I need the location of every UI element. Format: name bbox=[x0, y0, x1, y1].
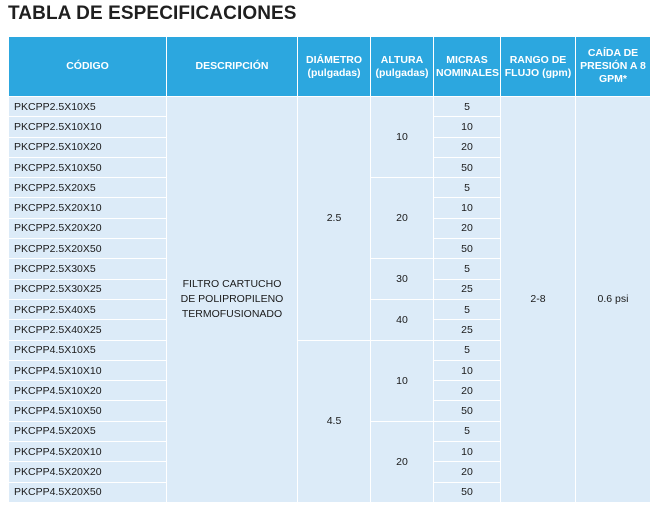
diameter-cell: 2.5 bbox=[297, 96, 371, 341]
description-cell: FILTRO CARTUCHO DE POLIPROPILENO TERMOFUSI… bbox=[166, 96, 298, 503]
micras-cell: 10 bbox=[433, 359, 501, 382]
table-row: PKCPP4.5X10X5 4.5 10 5 bbox=[8, 339, 651, 503]
micras-cell: 50 bbox=[433, 156, 501, 179]
height-cell: 10 bbox=[370, 95, 434, 179]
table-row: PKCPP2.5X30X5 30 5 bbox=[8, 258, 651, 300]
code-cell: PKCPP4.5X20X10 bbox=[8, 441, 167, 463]
micras-cell: 50 bbox=[433, 238, 501, 260]
micras-cell: 5 bbox=[433, 298, 501, 321]
pressure-drop-cell: 0.6 psi bbox=[575, 96, 651, 503]
micras-cell: 20 bbox=[433, 461, 501, 483]
table-row: PKCPP2.5X40X5 40 5 bbox=[8, 298, 651, 341]
micras-cell: 10 bbox=[433, 116, 501, 138]
diameter-cell: 4.5 bbox=[297, 339, 371, 503]
micras-cell: 5 bbox=[433, 95, 501, 118]
code-cell: PKCPP2.5X40X25 bbox=[8, 319, 167, 341]
code-cell: PKCPP4.5X20X50 bbox=[8, 481, 167, 503]
code-cell: PKCPP2.5X10X20 bbox=[8, 136, 167, 158]
code-cell: PKCPP4.5X10X50 bbox=[8, 400, 167, 422]
table-row: PKCPP2.5X10X5 FILTRO CARTUCHO DE POLIPROP… bbox=[8, 95, 651, 503]
micras-cell: 25 bbox=[433, 278, 501, 300]
code-cell: PKCPP2.5X10X10 bbox=[8, 116, 167, 138]
height-cell: 20 bbox=[370, 420, 434, 503]
header-codigo: CÓDIGO bbox=[8, 36, 167, 97]
micras-cell: 5 bbox=[433, 258, 501, 280]
micras-cell: 10 bbox=[433, 441, 501, 463]
table-row: PKCPP4.5X20X50 50 bbox=[8, 481, 651, 503]
table-row: PKCPP4.5X20X20 20 bbox=[8, 461, 651, 483]
code-cell: PKCPP2.5X40X5 bbox=[8, 298, 167, 321]
code-cell: PKCPP4.5X10X5 bbox=[8, 339, 167, 361]
table-row: PKCPP2.5X20X10 10 bbox=[8, 197, 651, 219]
header-caida-presion: CAÍDA DE PRESIÓN A 8 GPM* bbox=[575, 36, 651, 97]
header-micras: MICRAS NOMINALES bbox=[433, 36, 501, 97]
header-rango-flujo: RANGO DE FLUJO (gpm) bbox=[500, 36, 576, 97]
micras-cell: 25 bbox=[433, 319, 501, 341]
code-cell: PKCPP2.5X10X50 bbox=[8, 156, 167, 179]
height-cell: 30 bbox=[370, 258, 434, 300]
table-row: PKCPP2.5X20X20 20 bbox=[8, 217, 651, 240]
header-altura: ALTURA (pulgadas) bbox=[370, 36, 434, 97]
code-cell: PKCPP4.5X10X10 bbox=[8, 359, 167, 382]
table-row: PKCPP2.5X10X10 10 bbox=[8, 116, 651, 138]
micras-cell: 5 bbox=[433, 420, 501, 443]
micras-cell: 20 bbox=[433, 380, 501, 402]
flow-range-cell: 2-8 bbox=[500, 96, 576, 503]
header-diametro: DIÁMETRO (pulgadas) bbox=[297, 36, 371, 97]
height-cell: 40 bbox=[370, 298, 434, 341]
table-row: PKCPP2.5X40X25 25 bbox=[8, 319, 651, 341]
header-descripcion: DESCRIPCIÓN bbox=[166, 36, 298, 97]
micras-cell: 20 bbox=[433, 136, 501, 158]
code-cell: PKCPP4.5X10X20 bbox=[8, 380, 167, 402]
micras-cell: 50 bbox=[433, 400, 501, 422]
code-cell: PKCPP4.5X20X5 bbox=[8, 420, 167, 443]
code-cell: PKCPP2.5X30X25 bbox=[8, 278, 167, 300]
height-cell: 20 bbox=[370, 177, 434, 260]
table-row: PKCPP4.5X20X5 20 5 bbox=[8, 420, 651, 503]
code-cell: PKCPP2.5X20X10 bbox=[8, 197, 167, 219]
table-row: PKCPP2.5X10X50 50 bbox=[8, 156, 651, 179]
micras-cell: 5 bbox=[433, 177, 501, 199]
table-row: PKCPP2.5X20X50 50 bbox=[8, 238, 651, 260]
code-cell: PKCPP2.5X30X5 bbox=[8, 258, 167, 280]
micras-cell: 10 bbox=[433, 197, 501, 219]
table-row: PKCPP2.5X30X25 25 bbox=[8, 278, 651, 300]
code-cell: PKCPP2.5X20X50 bbox=[8, 238, 167, 260]
header-row: CÓDIGO DESCRIPCIÓN DIÁMETRO (pulgadas) AL… bbox=[8, 36, 651, 97]
code-cell: PKCPP2.5X10X5 bbox=[8, 95, 167, 118]
table-row: PKCPP2.5X20X5 20 5 bbox=[8, 177, 651, 260]
height-cell: 10 bbox=[370, 339, 434, 422]
table-row: PKCPP4.5X10X50 50 bbox=[8, 400, 651, 422]
micras-cell: 20 bbox=[433, 217, 501, 240]
micras-cell: 50 bbox=[433, 481, 501, 503]
table-row: PKCPP4.5X10X10 10 bbox=[8, 359, 651, 382]
code-cell: PKCPP2.5X20X20 bbox=[8, 217, 167, 240]
table-row: PKCPP4.5X20X10 10 bbox=[8, 441, 651, 463]
specifications-table: CÓDIGO DESCRIPCIÓN DIÁMETRO (pulgadas) AL… bbox=[8, 36, 651, 503]
code-cell: PKCPP2.5X20X5 bbox=[8, 177, 167, 199]
code-cell: PKCPP4.5X20X20 bbox=[8, 461, 167, 483]
micras-cell: 5 bbox=[433, 339, 501, 361]
page-title: TABLA DE ESPECIFICACIONES bbox=[8, 3, 297, 24]
